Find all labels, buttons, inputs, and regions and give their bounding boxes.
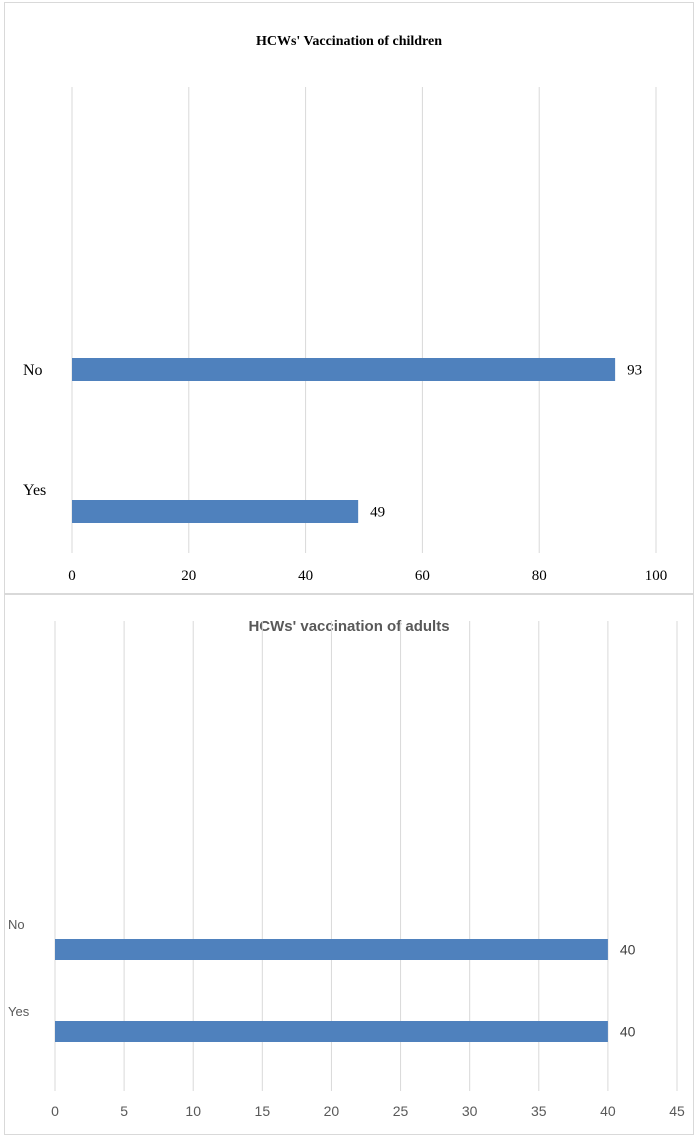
x-tick-label: 25 <box>393 1103 409 1119</box>
x-tick-label: 45 <box>669 1103 685 1119</box>
x-tick-label: 0 <box>51 1103 59 1119</box>
category-label: No <box>23 362 43 379</box>
bar-no <box>55 939 608 960</box>
x-tick-label: 60 <box>415 568 430 584</box>
x-tick-label: 40 <box>298 568 313 584</box>
chart-title: HCWs' Vaccination of children <box>256 34 442 49</box>
data-label: 40 <box>620 942 636 958</box>
x-tick-label: 35 <box>531 1103 547 1119</box>
bar-no <box>72 358 616 381</box>
bar-yes <box>72 500 359 523</box>
x-tick-label: 40 <box>600 1103 616 1119</box>
x-tick-label: 100 <box>645 568 668 584</box>
chart-children-svg: HCWs' Vaccination of children 0 20 40 60 80 1… <box>23 34 668 584</box>
category-label: Yes <box>8 1004 30 1019</box>
x-tick-label: 30 <box>462 1103 478 1119</box>
x-tick-label: 15 <box>255 1103 271 1119</box>
x-tick-label: 5 <box>120 1103 128 1119</box>
category-label: Yes <box>23 482 46 499</box>
chart-title: HCWs' vaccination of adults <box>248 618 449 635</box>
x-tick-label: 0 <box>68 568 76 584</box>
data-label: 49 <box>370 505 385 521</box>
data-label: 93 <box>627 363 642 379</box>
x-tick-label: 20 <box>181 568 196 584</box>
chart-adults-svg: HCWs' vaccination of adults 0 5 10 15 20 25 30… <box>8 618 685 1119</box>
x-tick-label: 20 <box>324 1103 340 1119</box>
x-tick-label: 80 <box>532 568 547 584</box>
category-label: No <box>8 917 25 932</box>
chart-adults-panel: HCWs' vaccination of adults 0 5 10 15 20 25 30… <box>4 594 694 1135</box>
chart-children-panel: HCWs' Vaccination of children 0 20 40 60 80 1… <box>4 2 694 594</box>
data-label: 40 <box>620 1024 636 1040</box>
x-tick-label: 10 <box>185 1103 201 1119</box>
bar-yes <box>55 1021 608 1042</box>
